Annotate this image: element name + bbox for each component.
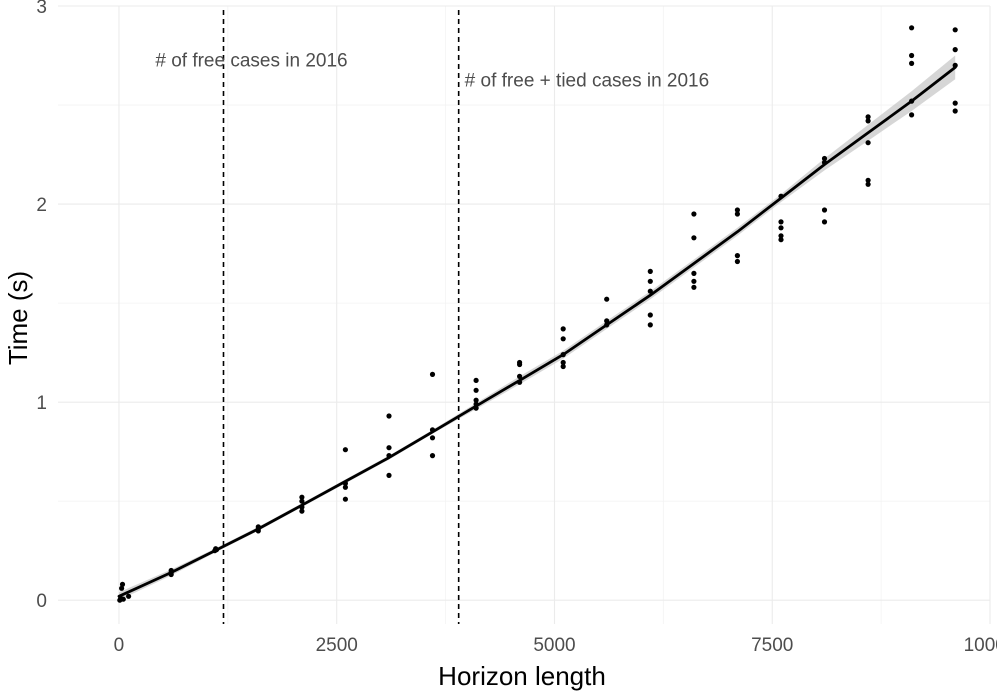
data-point [473,387,479,393]
data-point [342,484,348,490]
confidence-band-group [119,55,956,601]
data-point [821,207,828,213]
data-point [647,278,653,284]
annotations: # of free cases in 2016 # of free + tied … [155,50,709,91]
data-point [386,445,392,451]
data-point [604,318,610,324]
y-axis-title: Time (s) [3,271,33,365]
data-point [909,60,915,66]
data-point [909,112,915,118]
data-point [299,508,305,514]
data-point [909,52,915,59]
data-point [691,211,697,217]
reference-line-label: # of free cases in 2016 [155,50,347,71]
data-point [386,413,392,419]
x-axis-ticks: 0 2500 5000 7500 10000 [114,635,997,656]
data-point [952,47,958,53]
data-point [952,108,958,114]
data-point [647,268,653,274]
x-tick-label: 7500 [751,635,793,656]
data-point [865,140,871,146]
data-point [778,219,784,225]
x-axis-title: Horizon length [438,661,606,691]
x-tick-label: 5000 [533,635,575,656]
data-point [734,207,741,213]
data-point [429,453,436,459]
data-point [734,253,741,259]
data-point [691,278,697,284]
data-point [299,494,305,500]
data-point [473,397,479,403]
data-point [119,585,125,591]
data-point [429,371,436,377]
confidence-band [119,55,956,601]
data-point [865,118,871,124]
data-point [778,237,784,243]
data-point [560,336,566,342]
data-point [342,447,348,453]
data-point [560,363,566,370]
data-point [517,373,523,379]
data-point [473,377,479,383]
data-point [691,270,697,276]
data-point [909,25,915,31]
data-point [647,312,653,318]
data-point [126,593,132,599]
y-axis-ticks: 0 1 2 3 [36,0,47,612]
x-tick-label: 10000 [964,635,997,656]
data-point [778,225,784,231]
data-point [299,498,305,504]
data-point [604,296,610,302]
data-point [734,258,741,265]
data-point [647,288,653,294]
fit-line [117,66,957,598]
grid [58,5,991,624]
reference-lines [222,10,460,624]
data-point [734,211,741,217]
data-point [647,322,653,328]
reference-line-label: # of free + tied cases in 2016 [465,70,710,91]
x-tick-label: 0 [114,635,125,656]
y-tick-label: 0 [36,591,47,612]
data-point [865,114,871,120]
y-tick-label: 3 [36,0,47,18]
y-tick-label: 1 [36,393,47,414]
data-point [560,326,566,332]
y-tick-label: 2 [36,195,47,216]
data-points [117,25,958,603]
data-point [691,284,697,290]
data-point [560,359,566,366]
data-point [821,219,828,225]
data-point [778,233,784,239]
x-tick-label: 2500 [316,635,358,656]
data-point [386,472,392,478]
data-point [952,100,958,106]
fit-line-group [117,66,957,598]
data-point [342,496,348,502]
data-point [517,359,523,366]
data-point [120,596,126,602]
data-point [821,155,828,162]
data-point [429,435,436,441]
data-point [865,177,871,183]
data-point [952,27,958,33]
data-point [691,235,697,241]
data-point [119,581,126,588]
data-point [865,181,871,187]
